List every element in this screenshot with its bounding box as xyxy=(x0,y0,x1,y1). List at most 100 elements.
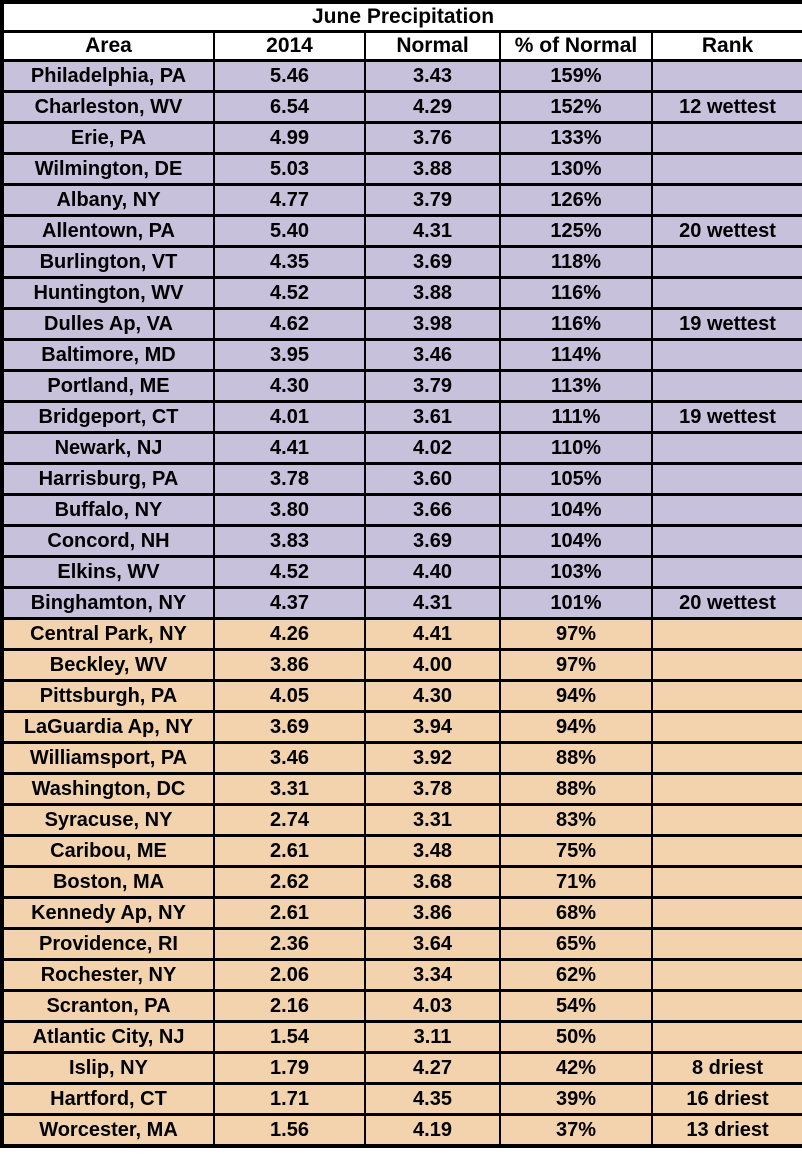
cell-pct-of-normal: 75% xyxy=(499,834,653,868)
column-header-2014: 2014 xyxy=(213,30,366,62)
cell-pct-of-normal: 62% xyxy=(499,958,653,992)
cell-area: Huntington, WV xyxy=(1,276,215,310)
cell-normal: 3.48 xyxy=(364,834,501,868)
cell-pct-of-normal: 133% xyxy=(499,121,653,155)
table-row: Binghamton, NY 4.37 4.31 101% 20 wettest xyxy=(1,586,802,620)
table-row: Islip, NY 1.79 4.27 42% 8 driest xyxy=(1,1051,802,1085)
cell-rank xyxy=(650,183,802,217)
cell-2014: 5.46 xyxy=(213,59,366,93)
cell-pct-of-normal: 126% xyxy=(499,183,653,217)
cell-normal: 3.43 xyxy=(364,59,501,93)
cell-rank xyxy=(650,555,802,589)
cell-rank: 20 wettest xyxy=(650,214,802,248)
table-row: Concord, NH 3.83 3.69 104% xyxy=(1,524,802,558)
cell-pct-of-normal: 50% xyxy=(499,1020,653,1054)
table-row: LaGuardia Ap, NY 3.69 3.94 94% xyxy=(1,710,802,744)
cell-2014: 2.16 xyxy=(213,989,366,1023)
cell-normal: 3.78 xyxy=(364,772,501,806)
cell-2014: 3.80 xyxy=(213,493,366,527)
table-row: Providence, RI 2.36 3.64 65% xyxy=(1,927,802,961)
cell-area: Worcester, MA xyxy=(1,1113,215,1148)
cell-pct-of-normal: 116% xyxy=(499,276,653,310)
cell-rank xyxy=(650,121,802,155)
cell-area: Kennedy Ap, NY xyxy=(1,896,215,930)
cell-area: Central Park, NY xyxy=(1,617,215,651)
cell-rank xyxy=(650,710,802,744)
cell-rank xyxy=(650,772,802,806)
cell-area: Newark, NJ xyxy=(1,431,215,465)
cell-area: LaGuardia Ap, NY xyxy=(1,710,215,744)
cell-2014: 2.36 xyxy=(213,927,366,961)
cell-area: Harrisburg, PA xyxy=(1,462,215,496)
table-row: Boston, MA 2.62 3.68 71% xyxy=(1,865,802,899)
cell-2014: 4.26 xyxy=(213,617,366,651)
cell-normal: 3.34 xyxy=(364,958,501,992)
cell-pct-of-normal: 71% xyxy=(499,865,653,899)
table-row: Erie, PA 4.99 3.76 133% xyxy=(1,121,802,155)
cell-2014: 2.61 xyxy=(213,834,366,868)
cell-pct-of-normal: 97% xyxy=(499,648,653,682)
cell-2014: 2.06 xyxy=(213,958,366,992)
cell-rank xyxy=(650,245,802,279)
cell-2014: 6.54 xyxy=(213,90,366,124)
cell-rank xyxy=(650,276,802,310)
cell-2014: 4.01 xyxy=(213,400,366,434)
cell-normal: 3.64 xyxy=(364,927,501,961)
table-row: Atlantic City, NJ 1.54 3.11 50% xyxy=(1,1020,802,1054)
cell-pct-of-normal: 111% xyxy=(499,400,653,434)
cell-rank: 13 driest xyxy=(650,1113,802,1148)
cell-normal: 3.69 xyxy=(364,524,501,558)
cell-area: Dulles Ap, VA xyxy=(1,307,215,341)
cell-pct-of-normal: 110% xyxy=(499,431,653,465)
cell-pct-of-normal: 88% xyxy=(499,772,653,806)
cell-2014: 3.69 xyxy=(213,710,366,744)
cell-area: Binghamton, NY xyxy=(1,586,215,620)
table-row: Charleston, WV 6.54 4.29 152% 12 wettest xyxy=(1,90,802,124)
cell-normal: 3.88 xyxy=(364,276,501,310)
cell-pct-of-normal: 113% xyxy=(499,369,653,403)
cell-rank: 20 wettest xyxy=(650,586,802,620)
table-row: Hartford, CT 1.71 4.35 39% 16 driest xyxy=(1,1082,802,1116)
cell-rank xyxy=(650,803,802,837)
cell-area: Williamsport, PA xyxy=(1,741,215,775)
cell-normal: 3.11 xyxy=(364,1020,501,1054)
cell-pct-of-normal: 152% xyxy=(499,90,653,124)
cell-normal: 4.29 xyxy=(364,90,501,124)
cell-rank xyxy=(650,648,802,682)
table-row: Newark, NJ 4.41 4.02 110% xyxy=(1,431,802,465)
cell-normal: 4.31 xyxy=(364,214,501,248)
cell-rank: 12 wettest xyxy=(650,90,802,124)
cell-rank xyxy=(650,462,802,496)
cell-pct-of-normal: 118% xyxy=(499,245,653,279)
table-row: Baltimore, MD 3.95 3.46 114% xyxy=(1,338,802,372)
cell-rank xyxy=(650,958,802,992)
table-row: Philadelphia, PA 5.46 3.43 159% xyxy=(1,59,802,93)
cell-normal: 3.31 xyxy=(364,803,501,837)
cell-2014: 3.86 xyxy=(213,648,366,682)
cell-area: Bridgeport, CT xyxy=(1,400,215,434)
table-row: Rochester, NY 2.06 3.34 62% xyxy=(1,958,802,992)
column-header-pct-of-normal: % of Normal xyxy=(499,30,653,62)
cell-2014: 4.52 xyxy=(213,555,366,589)
cell-rank xyxy=(650,431,802,465)
cell-2014: 2.74 xyxy=(213,803,366,837)
cell-rank: 19 wettest xyxy=(650,400,802,434)
table-row: Portland, ME 4.30 3.79 113% xyxy=(1,369,802,403)
cell-rank xyxy=(650,989,802,1023)
cell-normal: 3.46 xyxy=(364,338,501,372)
cell-2014: 4.77 xyxy=(213,183,366,217)
cell-area: Beckley, WV xyxy=(1,648,215,682)
cell-normal: 4.00 xyxy=(364,648,501,682)
cell-area: Syracuse, NY xyxy=(1,803,215,837)
cell-rank: 8 driest xyxy=(650,1051,802,1085)
cell-area: Albany, NY xyxy=(1,183,215,217)
cell-area: Erie, PA xyxy=(1,121,215,155)
cell-rank xyxy=(650,59,802,93)
cell-normal: 4.31 xyxy=(364,586,501,620)
cell-area: Rochester, NY xyxy=(1,958,215,992)
cell-area: Philadelphia, PA xyxy=(1,59,215,93)
cell-normal: 3.79 xyxy=(364,183,501,217)
cell-2014: 4.52 xyxy=(213,276,366,310)
cell-rank xyxy=(650,927,802,961)
cell-area: Providence, RI xyxy=(1,927,215,961)
